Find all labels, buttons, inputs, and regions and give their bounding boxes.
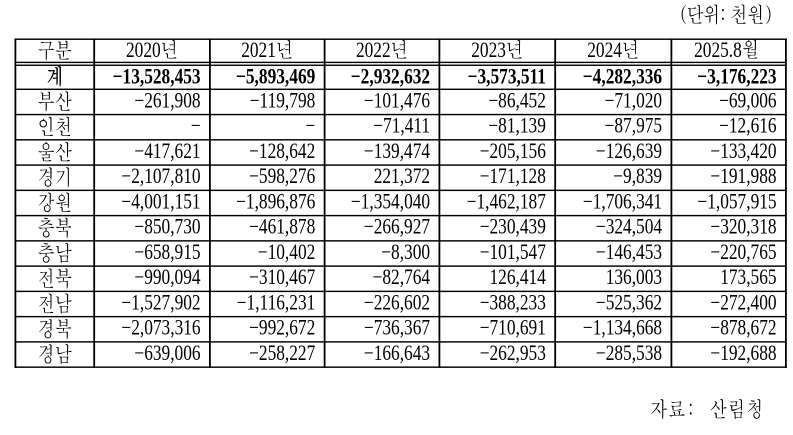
svg-text:−166,643: −166,643: [364, 341, 430, 365]
svg-text:−598,276: −598,276: [249, 164, 315, 188]
svg-text:−461,878: −461,878: [249, 215, 315, 239]
svg-text:−990,094: −990,094: [134, 265, 200, 289]
svg-text:−69,006: −69,006: [719, 89, 777, 113]
svg-text:−191,988: −191,988: [710, 164, 776, 188]
svg-text:2023: 2023: [471, 38, 506, 62]
svg-text:−10,402: −10,402: [258, 240, 316, 264]
svg-text:136,003: 136,003: [606, 265, 663, 289]
svg-text:−1,057,915: −1,057,915: [697, 190, 776, 214]
svg-text:−388,233: −388,233: [480, 291, 546, 315]
svg-text:−87,975: −87,975: [605, 114, 663, 138]
svg-text:−3,573,511: −3,573,511: [468, 65, 546, 89]
svg-text:−272,400: −272,400: [710, 291, 776, 315]
svg-text:−4,001,151: −4,001,151: [121, 190, 200, 214]
svg-text:2022: 2022: [356, 38, 391, 62]
svg-text:−4,282,336: −4,282,336: [583, 65, 662, 89]
svg-text:−220,765: −220,765: [710, 240, 776, 264]
svg-text:−: −: [306, 114, 316, 138]
svg-text:−992,672: −992,672: [249, 316, 315, 340]
svg-text:−878,672: −878,672: [710, 316, 776, 340]
svg-text:−: −: [191, 114, 201, 138]
svg-text:−71,020: −71,020: [605, 89, 663, 113]
svg-text:−658,915: −658,915: [134, 240, 200, 264]
svg-text:−119,798: −119,798: [250, 89, 316, 113]
svg-text:−320,318: −320,318: [710, 215, 776, 239]
svg-text:−1,116,231: −1,116,231: [237, 291, 316, 315]
svg-text:−126,639: −126,639: [596, 139, 662, 163]
svg-text:−13,528,453: −13,528,453: [113, 65, 201, 89]
svg-text:−71,411: −71,411: [373, 114, 430, 138]
svg-text:−8,300: −8,300: [381, 240, 430, 264]
svg-text:−710,691: −710,691: [480, 316, 546, 340]
svg-text:−146,453: −146,453: [596, 240, 662, 264]
svg-text:−525,362: −525,362: [596, 291, 662, 315]
svg-text:−1,706,341: −1,706,341: [583, 190, 662, 214]
svg-text:−101,476: −101,476: [364, 89, 430, 113]
svg-text:−1,134,668: −1,134,668: [583, 316, 662, 340]
svg-text:−2,073,316: −2,073,316: [121, 316, 200, 340]
svg-text:2021: 2021: [241, 38, 276, 62]
svg-text:−171,128: −171,128: [480, 164, 546, 188]
svg-text:−82,764: −82,764: [373, 265, 431, 289]
svg-text:2020: 2020: [126, 38, 161, 62]
svg-text:−1,896,876: −1,896,876: [236, 190, 315, 214]
svg-text:−261,908: −261,908: [134, 89, 200, 113]
svg-text:−192,688: −192,688: [710, 341, 776, 365]
svg-text:−133,420: −133,420: [710, 139, 776, 163]
svg-text:−101,547: −101,547: [480, 240, 546, 264]
svg-text:−258,227: −258,227: [249, 341, 315, 365]
svg-text:−226,602: −226,602: [364, 291, 430, 315]
svg-text:173,565: 173,565: [720, 265, 777, 289]
svg-text:−230,439: −230,439: [480, 215, 546, 239]
svg-text:2025.8: 2025.8: [694, 38, 742, 62]
svg-text:−1,462,187: −1,462,187: [467, 190, 546, 214]
svg-text:−310,467: −310,467: [249, 265, 315, 289]
svg-text:−736,367: −736,367: [364, 316, 430, 340]
svg-text:−128,642: −128,642: [249, 139, 315, 163]
svg-text:−205,156: −205,156: [480, 139, 546, 163]
svg-text:−3,176,223: −3,176,223: [697, 65, 776, 89]
svg-text:−5,893,469: −5,893,469: [236, 65, 315, 89]
svg-text:−285,538: −285,538: [596, 341, 662, 365]
svg-text:−417,621: −417,621: [134, 139, 200, 163]
svg-text:−12,616: −12,616: [719, 114, 777, 138]
svg-text:−139,474: −139,474: [364, 139, 430, 163]
svg-text:−266,927: −266,927: [364, 215, 430, 239]
svg-text:−1,527,902: −1,527,902: [121, 291, 200, 315]
svg-text:−324,504: −324,504: [596, 215, 662, 239]
svg-text:−850,730: −850,730: [134, 215, 200, 239]
svg-text:126,414: 126,414: [489, 265, 546, 289]
svg-text:−639,006: −639,006: [134, 341, 200, 365]
svg-text:−2,932,632: −2,932,632: [351, 65, 430, 89]
svg-text:−262,953: −262,953: [480, 341, 546, 365]
svg-text:−86,452: −86,452: [488, 89, 546, 113]
svg-text:−1,354,040: −1,354,040: [351, 190, 430, 214]
svg-text:−9,839: −9,839: [613, 164, 662, 188]
svg-text:−2,107,810: −2,107,810: [121, 164, 200, 188]
svg-text:2024: 2024: [587, 38, 622, 62]
svg-text:−81,139: −81,139: [488, 114, 546, 138]
svg-text:221,372: 221,372: [374, 164, 430, 188]
